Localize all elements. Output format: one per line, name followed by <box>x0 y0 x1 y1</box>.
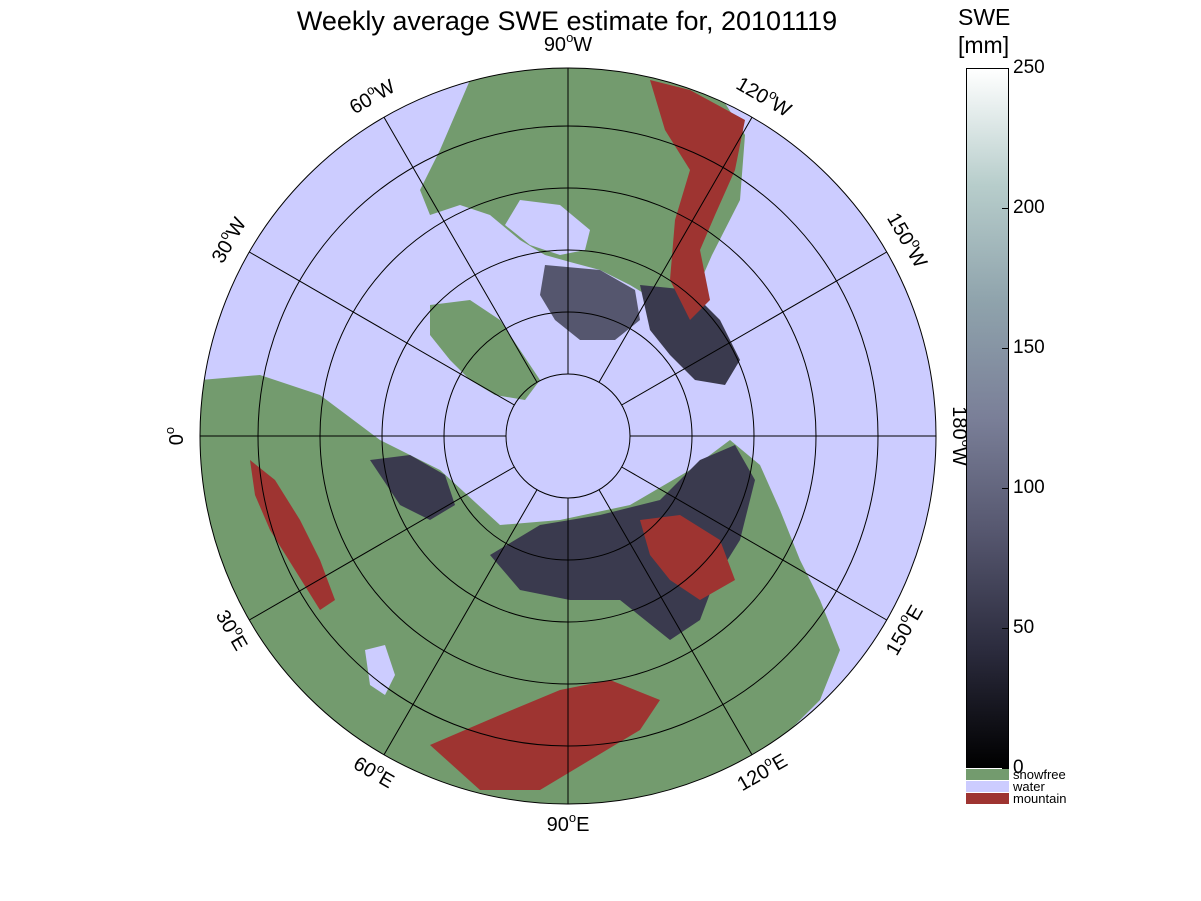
mountain-europe <box>250 460 335 610</box>
meridian-label: 60oW <box>344 72 399 119</box>
graticule <box>200 68 936 804</box>
meridian-line <box>249 466 515 621</box>
snow-scandinavia <box>370 455 455 520</box>
map-boundary <box>199 67 937 805</box>
colorbar-tick-label: 50 <box>1013 617 1035 638</box>
colorbar-tick-mark <box>1002 208 1009 209</box>
meridian-label: 30oW <box>204 212 251 267</box>
meridian-line <box>249 251 515 406</box>
meridian-label: 0o <box>162 427 188 445</box>
category-label-snowfree: snowfree <box>1013 767 1066 782</box>
colorbar-tick-label: 200 <box>1013 197 1045 218</box>
meridian-label: 90oW <box>544 30 592 56</box>
snow-alaska <box>640 285 740 385</box>
landmass-greenland <box>430 300 540 400</box>
landmasses <box>200 68 840 804</box>
meridian-line <box>383 117 538 383</box>
colorbar-tick-label: 0 <box>1013 757 1024 778</box>
mountain-asia <box>430 680 660 790</box>
category-label-mountain: mountain <box>1013 791 1067 806</box>
mountain-east-siberia <box>640 515 735 600</box>
meridian-line <box>598 117 753 383</box>
colorbar-tick-mark <box>1002 628 1009 629</box>
meridian-label: 90oE <box>547 810 590 836</box>
colorbar-tick-mark <box>1002 348 1009 349</box>
meridian-line <box>383 489 538 755</box>
mountain-rockies <box>650 80 745 320</box>
map-title: Weekly average SWE estimate for, 2010111… <box>296 6 838 36</box>
colorbar-title-line1: SWE <box>958 4 1011 30</box>
colorbar-tick-label: 100 <box>1013 477 1045 498</box>
meridian-line <box>621 466 887 621</box>
category-label-water: water <box>1013 779 1045 794</box>
meridian-line <box>598 489 753 755</box>
colorbar-tick-mark <box>1002 68 1009 69</box>
colorbar-tick-mark <box>1002 488 1009 489</box>
meridian-line <box>621 251 887 406</box>
lake-caspian <box>365 645 395 695</box>
colorbar-gradient <box>966 68 1009 768</box>
colorbar-title-line2: [mm] <box>958 32 1010 58</box>
hudson-bay <box>505 200 590 255</box>
category-swatch-snowfree <box>966 769 1009 780</box>
colorbar-tick-label: 150 <box>1013 337 1045 358</box>
colorbar-tick-mark <box>1002 768 1009 769</box>
colorbar-tick-label: 250 <box>1013 57 1045 78</box>
category-swatch-mountain <box>966 793 1009 804</box>
category-swatch-water <box>966 781 1009 792</box>
